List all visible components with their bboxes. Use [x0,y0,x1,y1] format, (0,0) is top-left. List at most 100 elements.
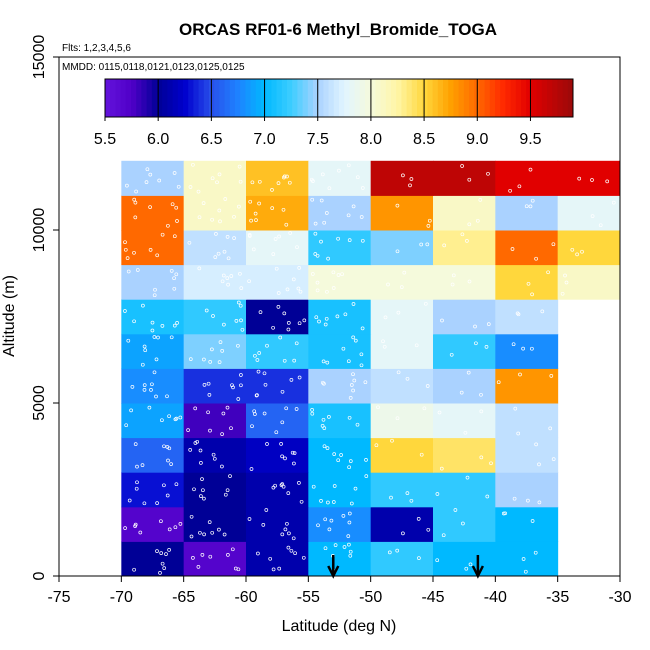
sample-marker [200,553,205,557]
x-tick-label: -55 [297,589,320,606]
heatmap-cell [121,160,185,196]
heatmap-cell [121,437,185,473]
sample-marker [315,288,320,293]
sample-marker [435,492,440,496]
heatmap-cell [370,403,434,439]
sample-marker [253,353,257,358]
sample-marker [590,214,595,218]
sample-marker [178,415,183,420]
heatmap-cell [433,160,496,196]
heatmap-cell [308,299,372,335]
sample-marker [478,198,483,202]
sample-marker [486,322,491,326]
sample-marker [580,249,584,254]
heatmap-cell [246,368,309,404]
sample-marker [189,534,194,539]
sample-marker [208,360,213,364]
colorbar-tick-label: 8.0 [360,131,382,148]
sample-marker [479,409,484,414]
sample-marker [296,286,301,291]
heatmap-cell [433,541,496,577]
sample-marker [346,359,351,364]
sample-marker [349,501,354,506]
sample-marker [160,561,165,566]
heatmap-cell [183,472,247,508]
colorbar-segment [437,79,444,117]
heatmap-cell [433,437,496,473]
heatmap-cell [121,333,185,369]
colorbar-tick-label: 8.5 [413,131,435,148]
plot-frame [58,56,621,577]
sample-marker [172,171,177,175]
sample-marker [142,383,147,387]
sample-marker [346,213,351,218]
sample-marker [351,372,355,377]
sample-marker [212,456,217,461]
sample-marker [280,454,284,459]
sample-marker [288,231,293,235]
sample-marker [289,548,294,553]
sample-marker [217,360,222,364]
sample-marker [210,530,215,535]
sample-marker [348,553,353,558]
colorbar-segment [172,79,179,117]
sample-marker [150,320,155,325]
sample-marker [347,465,351,470]
sample-marker [165,493,170,498]
sample-marker [201,201,206,205]
sample-marker [347,542,351,547]
sample-marker [271,325,275,330]
sample-marker [134,189,138,194]
colorbar-segment [141,79,147,117]
sample-marker [210,176,215,181]
heatmap-cells [121,160,621,577]
sample-marker [202,496,206,501]
sample-marker [251,247,256,252]
colorbar-segment [255,79,262,117]
sample-marker [175,321,179,325]
sample-marker [319,198,324,203]
sample-marker [534,442,538,447]
sample-marker [222,532,227,537]
sample-marker [155,253,160,258]
colorbar-segment [250,79,257,117]
heatmap-cell [246,541,309,577]
sample-marker [154,357,159,362]
sample-marker [216,251,221,256]
sample-marker [226,282,230,287]
colorbar-segment [354,79,361,117]
sample-marker [166,223,170,228]
sample-marker [286,327,291,332]
colorbar-segment [313,79,319,117]
sample-marker [239,373,243,377]
heatmap-cell [183,403,247,439]
sample-marker [467,177,472,182]
heatmap-cell [183,264,247,300]
sample-marker [417,556,421,560]
heatmap-cell [308,541,372,577]
sample-marker [314,315,319,320]
x-tick-label: -45 [421,589,444,606]
sample-marker [208,554,213,559]
sample-marker [236,343,240,348]
sample-marker [530,292,534,297]
sample-marker [239,286,244,290]
sample-marker [172,323,177,328]
colorbar-segment [198,79,205,117]
sample-marker [383,315,388,320]
colorbar-segment [417,79,423,117]
colorbar-segment [183,79,189,117]
sample-marker [396,310,401,315]
heatmap-cell [557,195,621,231]
sample-marker [142,344,147,349]
sample-marker [319,239,323,244]
sample-marker [313,252,318,256]
sample-marker [335,314,340,319]
sample-marker [489,461,493,466]
sample-marker [425,384,430,388]
sample-marker [513,406,518,411]
sample-marker [221,273,226,278]
sample-marker [546,270,550,275]
sample-marker [313,221,318,226]
sample-marker [123,309,127,313]
